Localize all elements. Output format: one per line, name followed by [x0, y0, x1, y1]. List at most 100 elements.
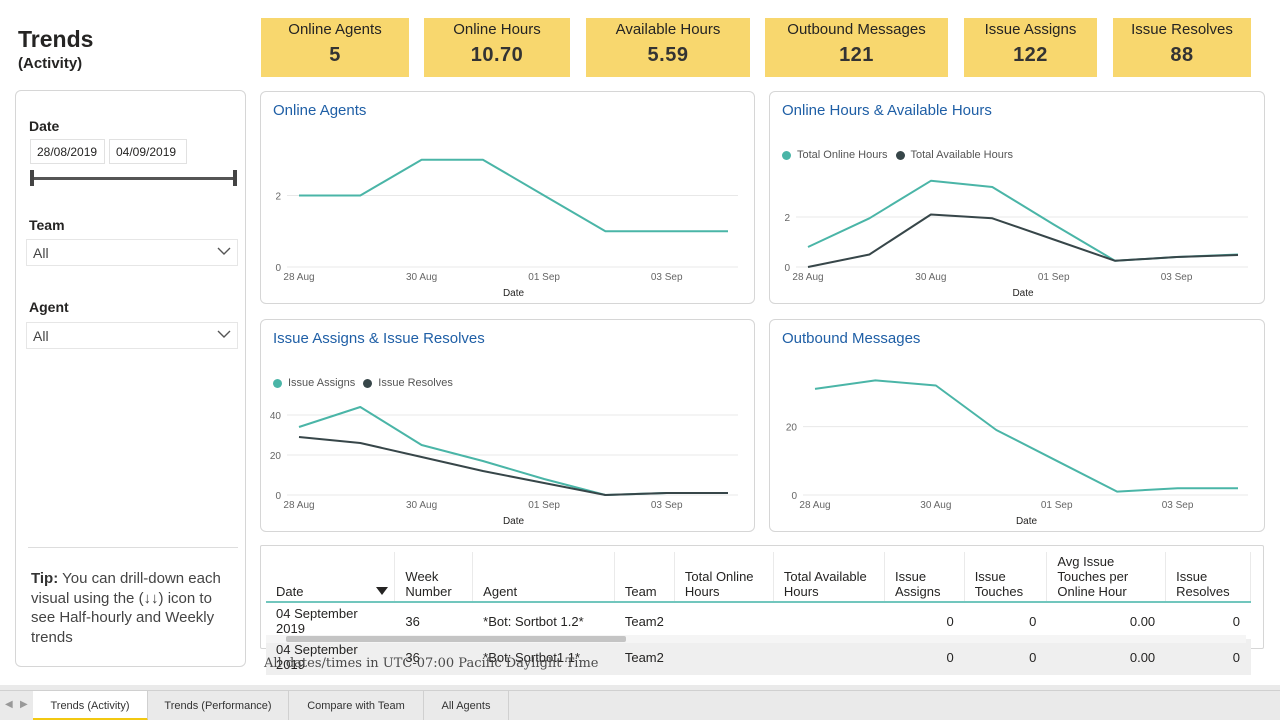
chart-legend: Total Online Hours Total Available Hours [782, 149, 1013, 161]
x-tick-label: 30 Aug [920, 500, 951, 511]
cell-avg-touches: 0.00 [1046, 602, 1166, 639]
kpi-value: 121 [839, 44, 874, 66]
kpi-value: 5.59 [647, 44, 689, 66]
chart-online-available-hours[interactable]: Online Hours & Available Hours Total Onl… [769, 91, 1265, 304]
legend-dot [273, 378, 282, 388]
tip-body: You can drill-down each visual using the… [31, 570, 221, 646]
team-dropdown[interactable]: All [26, 239, 238, 266]
cell-available-hours [773, 602, 885, 639]
x-tick-label: 01 Sep [528, 500, 560, 511]
date-slider-end-handle[interactable] [233, 170, 237, 186]
horizontal-scrollbar[interactable] [266, 635, 1246, 643]
x-tick-label: 28 Aug [799, 500, 830, 511]
agent-detail-table[interactable]: Date Week Number Agent Team Total Online… [260, 545, 1264, 675]
cell-team: Team2 [614, 639, 675, 675]
timezone-note: All dates/times in UTC-07:00 Pacific Day… [264, 656, 599, 671]
x-tick-label: 03 Sep [651, 500, 683, 511]
column-header-label: Date [276, 584, 304, 599]
cell-agent: *Bot: Sortbot1.1* [472, 639, 615, 675]
x-tick-label: 28 Aug [283, 500, 314, 511]
series-line-online-agents [299, 158, 728, 233]
legend-dot [363, 378, 373, 388]
cell-issue-assigns: 0 [884, 639, 965, 675]
legend-dot [782, 150, 791, 160]
legend-label: Total Online Hours [797, 149, 888, 161]
kpi-online-hours[interactable]: Online Hours 10.70 [424, 18, 570, 77]
column-header-date[interactable]: Date [266, 552, 396, 603]
data-table: Date Week Number Agent Team Total Online… [266, 552, 1251, 675]
tip-label: Tip: [31, 570, 59, 587]
tab-all-agents[interactable]: All Agents [424, 691, 509, 720]
kpi-label: Issue Assigns [984, 21, 1077, 38]
table-row[interactable]: 04 September 2019 36 *Bot: Sortbot1.1* T… [266, 639, 1251, 675]
x-axis-label: Date [503, 288, 525, 299]
kpi-issue-resolves[interactable]: Issue Resolves 88 [1113, 18, 1251, 77]
sort-descending-icon[interactable] [376, 587, 389, 595]
issues-line-chart: 0 20 40 28 Aug 30 Aug 01 Sep 03 Sep Date [270, 406, 738, 527]
x-tick-label: 03 Sep [1161, 272, 1193, 283]
team-filter-label: Team [29, 217, 65, 233]
cell-issue-touches: 0 [964, 639, 1047, 675]
date-slider-start-handle[interactable] [30, 170, 34, 186]
column-header-online-hours[interactable]: Total Online Hours [674, 552, 774, 603]
series-line-total-available-hours [807, 213, 1239, 268]
x-axis-label: Date [503, 516, 525, 527]
column-header-issue-assigns[interactable]: Issue Assigns [884, 552, 965, 603]
date-slider-track[interactable] [32, 177, 235, 180]
x-axis-label: Date [1012, 288, 1034, 299]
chart-outbound-messages[interactable]: Outbound Messages 0 20 28 Aug 30 Aug 01 Sep 0… [769, 319, 1265, 532]
column-header-agent[interactable]: Agent [472, 552, 615, 603]
kpi-outbound-messages[interactable]: Outbound Messages 121 [765, 18, 948, 77]
y-tick-label: 0 [275, 263, 281, 274]
column-header-team[interactable]: Team [614, 552, 675, 603]
cell-issue-resolves: 0 [1165, 639, 1251, 675]
tab-compare-with-team[interactable]: Compare with Team [289, 691, 424, 720]
kpi-label: Available Hours [615, 21, 721, 38]
date-end-input[interactable]: 04/09/2019 [109, 139, 187, 164]
cell-agent: *Bot: Sortbot 1.2* [472, 602, 615, 639]
table-row[interactable]: 04 September 2019 36 *Bot: Sortbot 1.2* … [266, 602, 1251, 639]
chart-title: Online Hours & Available Hours [782, 102, 992, 119]
kpi-value: 122 [1013, 44, 1048, 66]
column-header-week[interactable]: Week Number [394, 552, 474, 603]
x-tick-label: 30 Aug [915, 272, 946, 283]
tab-trends-activity[interactable]: Trends (Activity) [33, 691, 148, 720]
cell-online-hours [674, 602, 774, 639]
kpi-online-agents[interactable]: Online Agents 5 [261, 18, 409, 77]
chart-online-agents[interactable]: Online Agents 0 2 28 Aug 30 Aug 01 Sep 03 Sep… [260, 91, 755, 304]
tab-scroll-right-icon[interactable]: ▶ [20, 699, 28, 710]
y-tick-label: 0 [275, 491, 281, 502]
x-tick-label: 30 Aug [406, 500, 437, 511]
column-header-issue-touches[interactable]: Issue Touches [964, 552, 1048, 603]
x-tick-label: 28 Aug [792, 272, 823, 283]
cell-online-hours [674, 639, 774, 675]
kpi-label: Issue Resolves [1131, 21, 1233, 38]
chart-title: Outbound Messages [782, 330, 921, 347]
y-tick-label: 2 [784, 213, 790, 224]
kpi-label: Outbound Messages [787, 21, 926, 38]
agent-dropdown[interactable]: All [26, 322, 238, 349]
chart-legend: Issue Assigns Issue Resolves [273, 377, 453, 389]
legend-label: Issue Resolves [378, 377, 453, 389]
column-header-avg-touches[interactable]: Avg Issue Touches per Online Hour [1046, 552, 1167, 603]
x-tick-label: 01 Sep [1041, 500, 1073, 511]
kpi-label: Online Hours [453, 21, 541, 38]
series-line-total-online-hours [807, 179, 1239, 262]
tab-trends-performance[interactable]: Trends (Performance) [148, 691, 289, 720]
tab-scroll-left-icon[interactable]: ◀ [5, 699, 13, 710]
legend-label: Issue Assigns [288, 377, 356, 389]
date-start-input[interactable]: 28/08/2019 [30, 139, 105, 164]
chart-issue-assigns-resolves[interactable]: Issue Assigns & Issue Resolves Issue Ass… [260, 319, 755, 532]
page-subtitle: (Activity) [18, 55, 83, 72]
team-dropdown-value: All [33, 245, 49, 261]
kpi-available-hours[interactable]: Available Hours 5.59 [586, 18, 750, 77]
column-header-issue-resolves[interactable]: Issue Resolves [1165, 552, 1251, 603]
scrollbar-thumb[interactable] [286, 636, 626, 642]
chevron-down-icon [217, 247, 231, 255]
online-hours-line-chart: 0 2 28 Aug 30 Aug 01 Sep 03 Sep Date [784, 179, 1248, 299]
x-tick-label: 01 Sep [528, 272, 560, 283]
kpi-issue-assigns[interactable]: Issue Assigns 122 [964, 18, 1097, 77]
column-header-available-hours[interactable]: Total Available Hours [773, 552, 886, 603]
series-line-issue-resolves [298, 436, 728, 496]
cell-week: 36 [394, 602, 473, 639]
